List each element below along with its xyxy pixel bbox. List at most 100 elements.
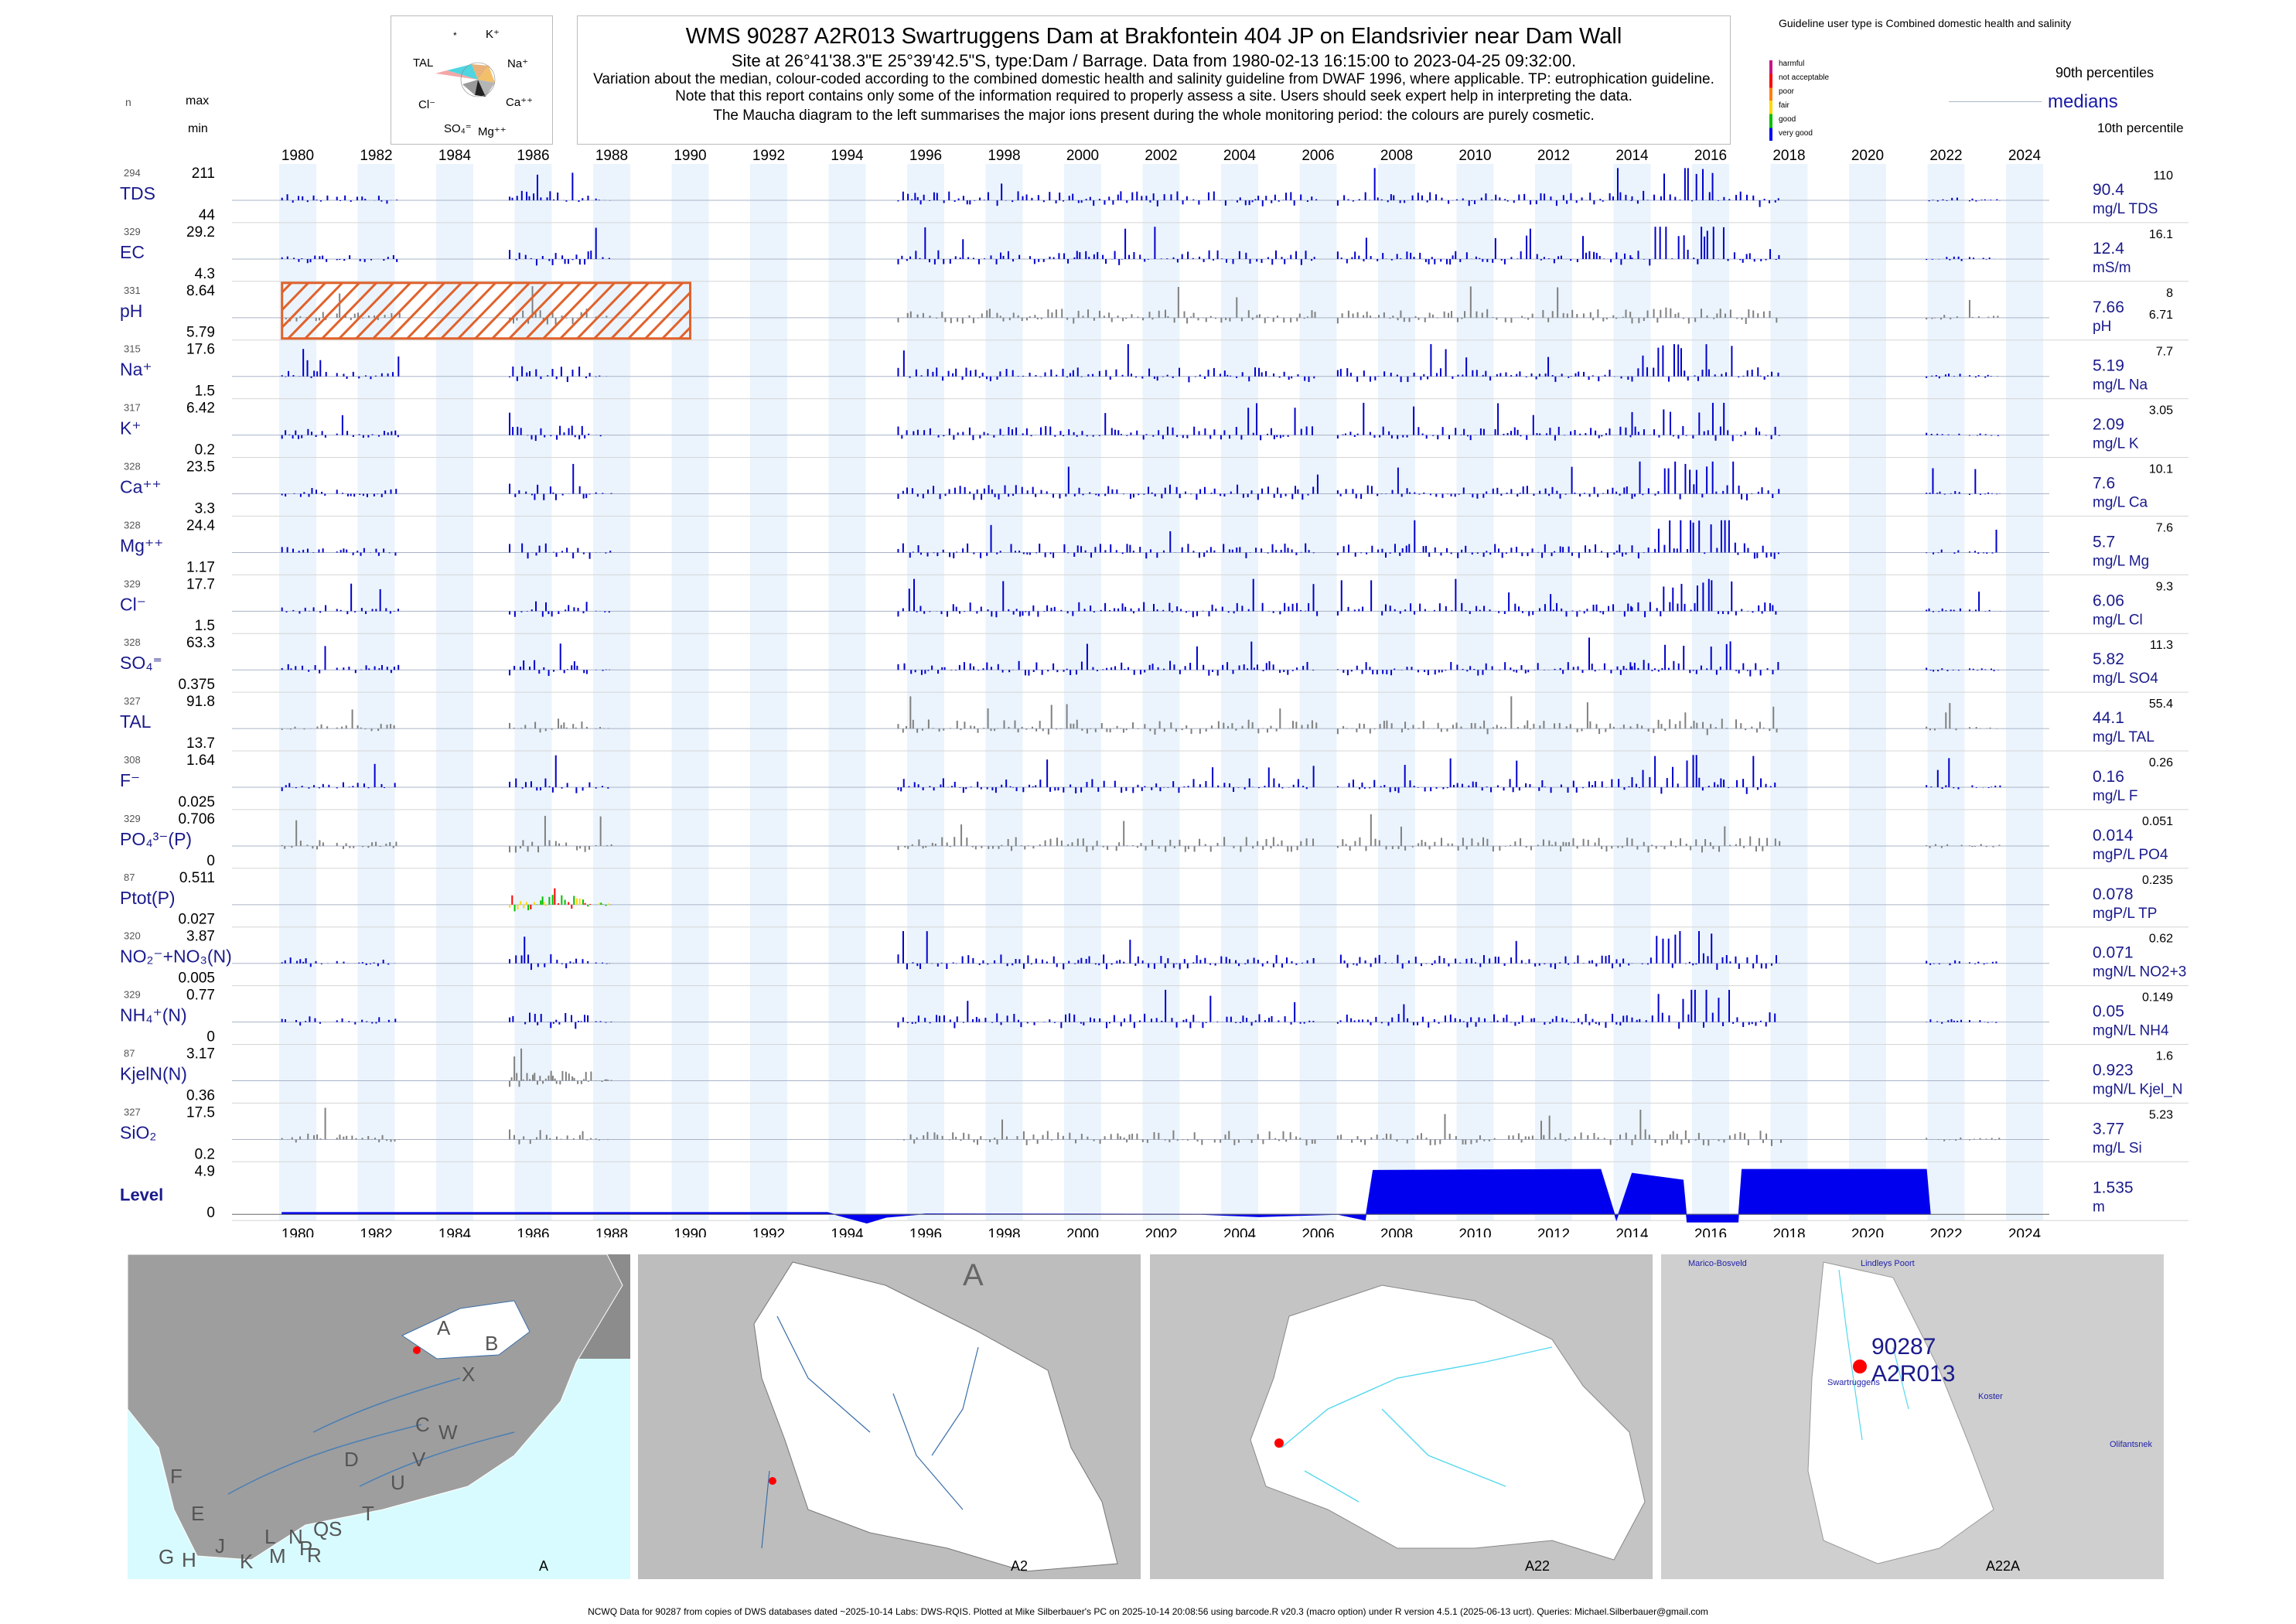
map-a-region-letter: F — [170, 1465, 183, 1488]
x-tick-label-top: 1988 — [595, 148, 628, 164]
series-max: 0.511 — [179, 870, 215, 886]
map-panel-a22: A22 — [1150, 1254, 1653, 1579]
maucha-label-tal: TAL — [413, 56, 434, 70]
x-tick-label-top: 1982 — [360, 148, 392, 164]
legend-color-bar — [1769, 60, 1772, 141]
series-unit: mg/L SO4 — [2093, 670, 2158, 687]
hatch-line — [678, 326, 691, 339]
series-n: 329 — [124, 578, 141, 589]
map-a22-rivers — [1281, 1346, 1553, 1503]
series-max: 0.77 — [186, 988, 215, 1004]
series-unit: mg/L Cl — [2093, 612, 2143, 628]
x-tick-label-bottom: 2016 — [1694, 1227, 1727, 1237]
series-median: 0.071 — [2093, 944, 2134, 962]
series-n: 328 — [124, 636, 141, 648]
map-a-region-letter: W — [438, 1421, 458, 1444]
maucha-label-k: K⁺ — [486, 28, 500, 41]
series-name: EC — [120, 242, 145, 262]
series-min: 4.3 — [195, 266, 215, 282]
series-max: 91.8 — [186, 694, 215, 710]
hatch-line — [281, 282, 326, 329]
series-max: 0.706 — [178, 811, 215, 827]
series-min: 0.027 — [178, 912, 215, 928]
series-p90: 0.26 — [2149, 756, 2173, 769]
series-name: K⁺ — [120, 418, 141, 438]
maucha-tal-wedge — [435, 70, 478, 80]
series-p90: 11.3 — [2150, 639, 2173, 652]
map-a-region-letter: L — [264, 1525, 276, 1548]
series-p90: 5.23 — [2149, 1108, 2173, 1121]
x-tick-label-top: 2016 — [1694, 148, 1727, 164]
series-max: 17.7 — [186, 576, 215, 592]
series-unit: mg/L K — [2093, 436, 2139, 452]
series-n: 327 — [124, 1106, 141, 1117]
x-tick-label-top: 2002 — [1145, 148, 1177, 164]
hatch-line — [644, 291, 691, 339]
map-a-region-letter: T — [362, 1502, 374, 1525]
series-unit: mgN/L NO2+3 — [2093, 964, 2186, 981]
x-tick-label-bottom: 2022 — [1929, 1227, 1962, 1237]
series-median: 7.6 — [2093, 475, 2115, 493]
series-name: Mg⁺⁺ — [120, 535, 163, 555]
x-tick-label-bottom: 2002 — [1145, 1227, 1177, 1237]
x-tick-label-bottom: 1998 — [988, 1227, 1020, 1237]
maucha-diagram — [435, 62, 496, 97]
map-a-region-letter: H — [182, 1548, 196, 1571]
series-name: SO₄⁼ — [120, 653, 162, 673]
hatch-line — [281, 282, 309, 312]
maucha-so4-wedge — [475, 80, 486, 97]
map-panel-a22a: Marico-Bosveld Lindleys Poort Swartrugge… — [1661, 1254, 2164, 1579]
maucha-label-cl: Cl⁻ — [418, 98, 436, 111]
series-min: 1.5 — [195, 618, 215, 634]
series-unit: mgN/L Kjel_N — [2093, 1082, 2183, 1098]
x-tick-label-top: 1986 — [517, 148, 549, 164]
map-a2-letter: A — [963, 1258, 984, 1292]
map-a-region-letter: P — [299, 1537, 313, 1560]
map-a22a-place-0: Marico-Bosveld — [1688, 1259, 1747, 1268]
x-tick-label-bottom: 2024 — [2008, 1227, 2042, 1237]
series-median: 44.1 — [2093, 709, 2124, 727]
x-tick-label-top: 1996 — [909, 148, 942, 164]
map-a22a-site-dot — [1853, 1360, 1867, 1373]
series-median: 6.06 — [2093, 592, 2124, 609]
series-p90: 0.051 — [2142, 815, 2173, 828]
series-min: 0.2 — [195, 442, 215, 459]
series-p90: 0.62 — [2149, 933, 2173, 946]
series-name: Cl⁻ — [120, 594, 146, 614]
series-min: 1.5 — [195, 384, 215, 400]
series-min: 0 — [206, 853, 215, 869]
hatch-line — [321, 282, 377, 339]
x-tick-label-bottom: 1988 — [595, 1227, 628, 1237]
series-p90: 7.6 — [2156, 521, 2173, 534]
series-n: 328 — [124, 519, 141, 531]
series-n: 327 — [124, 695, 141, 707]
map-a-region-letter: E — [191, 1502, 205, 1525]
maucha-k-wedge — [472, 64, 489, 80]
map-a-region-letter: Q — [313, 1517, 329, 1540]
series-min: 1.17 — [186, 559, 215, 575]
series-unit: mg/L TDS — [2093, 201, 2158, 217]
series-p90: 110 — [2153, 169, 2173, 183]
map-panel-a2: A A2 — [638, 1254, 1141, 1579]
map-a-a-region — [401, 1300, 531, 1360]
series-median: 0.05 — [2093, 1003, 2124, 1021]
series-name: TDS — [120, 183, 155, 203]
maucha-cl-wedge — [462, 80, 478, 95]
legend-median-line — [1949, 101, 2042, 102]
series-name: PO₄³⁻(P) — [120, 829, 192, 849]
hatch-line — [423, 282, 479, 339]
x-tick-label-top: 1992 — [752, 148, 785, 164]
series-p90: 0.149 — [2142, 991, 2173, 1005]
series-max: 1.64 — [186, 752, 215, 769]
series-median: 3.77 — [2093, 1120, 2124, 1138]
x-tick-label-bottom: 2004 — [1223, 1227, 1257, 1237]
x-tick-label-bottom: 1982 — [360, 1227, 392, 1237]
maucha-diagram-box: * K⁺ Na⁺ Ca⁺⁺ Mg⁺⁺ SO₄⁼ Cl⁻ TAL — [391, 15, 553, 145]
hatch-line — [542, 282, 599, 339]
series-unit: mgN/L NH4 — [2093, 1023, 2169, 1039]
map-a2-catchment — [753, 1261, 1118, 1572]
map-a-region-letter: J — [215, 1534, 225, 1557]
hatch-line — [220, 283, 275, 339]
map-a22a-rivers — [1838, 1269, 1909, 1441]
legend-class-1: not acceptable — [1779, 73, 1830, 82]
